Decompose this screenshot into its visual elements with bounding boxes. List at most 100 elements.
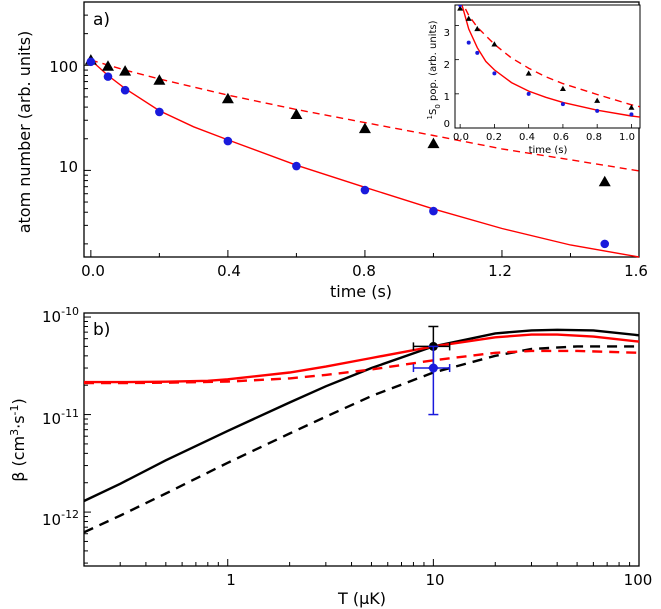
inset-xtick: 0.6 xyxy=(553,132,569,143)
data-point-blue-point xyxy=(428,363,438,373)
panel-b-xtick: 1 xyxy=(226,571,236,589)
inset-ylabel-post: pop. (arb. units) xyxy=(428,20,439,104)
data-point-circle xyxy=(560,102,565,107)
data-point-circle xyxy=(429,206,438,216)
data-point-triangle xyxy=(290,108,303,120)
data-point-triangle xyxy=(427,137,440,149)
xlabel-main: T ( xyxy=(337,589,359,608)
inset-ylabel-pre: 1 xyxy=(426,115,434,119)
ytick-base: 10 xyxy=(42,511,61,529)
ytick-base: 10 xyxy=(42,410,61,428)
data-point-triangle xyxy=(491,41,498,47)
inset-plot-area xyxy=(457,5,640,118)
panel-a-xtick: 1.6 xyxy=(624,262,648,280)
data-point-triangle xyxy=(594,97,601,103)
series-line-fit-solid xyxy=(90,59,640,258)
panel-a-ytick: 10 xyxy=(59,158,78,176)
panel-b-xlabel: T (μK) xyxy=(337,589,386,608)
data-point-circle xyxy=(475,50,480,55)
panel-a-xtick: 0.0 xyxy=(81,262,105,280)
data-point-triangle xyxy=(153,74,166,85)
data-point-circle xyxy=(155,107,164,117)
panel-a-frame xyxy=(83,1,640,258)
panel-b-frame xyxy=(83,312,640,567)
panel-a-xtick: 0.4 xyxy=(217,262,241,280)
series-line-fit-dashed xyxy=(462,5,640,108)
inset-yticks: 0 1 2 3 xyxy=(444,28,450,130)
panel-a-xlabel: time (s) xyxy=(330,282,392,301)
ylabel-end: ) xyxy=(9,398,28,404)
inset-ylabel-sub: 0 xyxy=(434,104,442,108)
inset-ytick: 3 xyxy=(444,28,450,39)
data-point-triangle xyxy=(101,60,114,71)
inset: 0.0 0.2 0.4 0.6 0.8 1.0 0 1 2 3 time (s)… xyxy=(426,4,641,156)
data-point-triangle xyxy=(525,70,532,76)
data-point-triangle xyxy=(465,15,472,21)
xlabel-greek: μ xyxy=(359,589,369,608)
inset-frame xyxy=(454,4,641,129)
panel-a-xtick: 0.8 xyxy=(352,262,376,280)
data-point-triangle xyxy=(559,85,566,91)
data-point-circle xyxy=(458,5,463,7)
inset-xtick: 1.0 xyxy=(619,132,635,143)
panel-a: a) 0.0 0.4 0.8 1.2 1.6 10 100 time (s) a… xyxy=(15,1,648,301)
data-point-circle xyxy=(360,185,370,195)
inset-ylabel: 1S0 pop. (arb. units) xyxy=(426,20,442,119)
data-point-triangle xyxy=(457,5,464,11)
data-point-circle xyxy=(292,161,301,171)
inset-ytick: 1 xyxy=(444,92,450,103)
series-line-fit-dashed xyxy=(90,59,640,172)
data-point-triangle xyxy=(119,65,132,76)
data-point-circle xyxy=(223,136,233,146)
inset-ylabel-main: S xyxy=(428,109,439,115)
panel-b-yticks: 10-12 10-11 10-10 xyxy=(42,305,79,529)
data-point-circle xyxy=(492,71,497,76)
data-point-triangle xyxy=(598,175,611,187)
data-point-circle xyxy=(629,112,634,117)
series-line-black-solid xyxy=(83,328,640,503)
inset-xtick: 0.2 xyxy=(486,132,502,143)
data-point-triangle xyxy=(628,104,635,110)
panel-b-xtick: 100 xyxy=(624,571,653,589)
inset-xticks: 0.0 0.2 0.4 0.6 0.8 1.0 xyxy=(453,132,635,143)
ytick-exp: -12 xyxy=(61,508,79,521)
xlabel-post: K) xyxy=(369,589,386,608)
data-point-triangle xyxy=(221,92,234,104)
inset-ytick: 2 xyxy=(444,60,450,71)
inset-ytick: 0 xyxy=(444,119,450,130)
inset-xlabel: time (s) xyxy=(529,145,568,156)
data-point-circle xyxy=(466,40,471,45)
ytick-exp: -11 xyxy=(61,407,79,420)
series-line-black-dashed xyxy=(83,345,639,534)
series-line-red-solid xyxy=(84,333,640,384)
inset-xtick: 0.0 xyxy=(453,132,469,143)
panel-a-ylabel: atom number (arb. units) xyxy=(15,31,34,234)
data-point-triangle xyxy=(358,122,371,134)
series-line-fit-solid xyxy=(461,5,640,118)
panel-a-xticks: 0.0 0.4 0.8 1.2 1.6 xyxy=(81,262,648,280)
panel-b-ytick: 10-12 xyxy=(42,508,79,529)
inset-xtick: 0.4 xyxy=(519,132,535,143)
data-point-circle xyxy=(103,72,113,81)
data-point-triangle xyxy=(474,25,481,32)
panel-a-label: a) xyxy=(93,10,110,30)
data-point-circle xyxy=(120,85,130,95)
ylabel-sup1: 3 xyxy=(8,429,21,436)
series-line-red-dashed xyxy=(84,349,640,385)
panel-b-xticks: 1 10 100 xyxy=(226,571,652,589)
ylabel-beta: β (cm xyxy=(9,436,28,482)
ytick-base: 10 xyxy=(42,308,61,326)
ylabel-mid: ·s xyxy=(9,415,28,428)
panel-a-xtick: 1.2 xyxy=(488,262,512,280)
panel-a-ytick: 100 xyxy=(49,58,78,76)
data-point-circle xyxy=(526,91,531,96)
data-point-circle xyxy=(86,57,96,67)
panel-b-ytick: 10-10 xyxy=(42,305,79,326)
ylabel-sup2: -1 xyxy=(8,404,21,415)
panel-b-xtick: 10 xyxy=(425,571,444,589)
panel-b-label: b) xyxy=(93,320,110,340)
inset-xtick: 0.8 xyxy=(586,132,602,143)
panel-b-ylabel: β (cm3·s-1) xyxy=(8,398,28,482)
panel-b-ytick: 10-11 xyxy=(42,407,79,428)
